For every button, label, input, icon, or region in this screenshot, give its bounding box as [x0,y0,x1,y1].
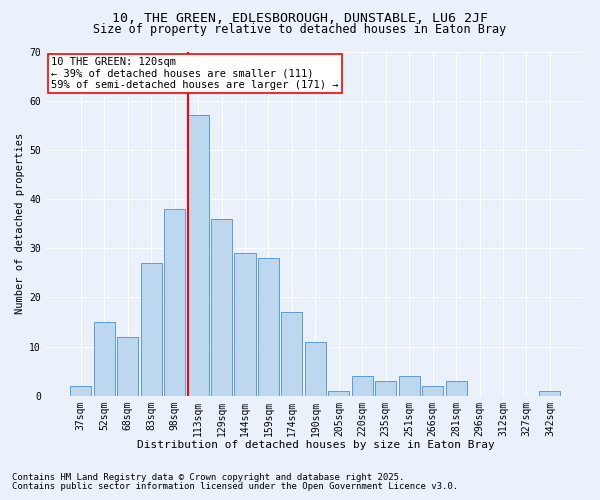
Text: 10, THE GREEN, EDLESBOROUGH, DUNSTABLE, LU6 2JF: 10, THE GREEN, EDLESBOROUGH, DUNSTABLE, … [112,12,488,26]
Bar [281,312,302,396]
Bar [211,218,232,396]
Bar [422,386,443,396]
Bar [352,376,373,396]
Y-axis label: Number of detached properties: Number of detached properties [15,133,25,314]
Bar [539,391,560,396]
Bar [446,381,467,396]
Bar [258,258,279,396]
Bar [70,386,91,396]
Bar [140,263,162,396]
Bar [398,376,420,396]
Bar [94,322,115,396]
Bar [235,253,256,396]
Bar [375,381,397,396]
Text: Size of property relative to detached houses in Eaton Bray: Size of property relative to detached ho… [94,22,506,36]
Text: Contains HM Land Registry data © Crown copyright and database right 2025.: Contains HM Land Registry data © Crown c… [12,474,404,482]
Text: 10 THE GREEN: 120sqm
← 39% of detached houses are smaller (111)
59% of semi-deta: 10 THE GREEN: 120sqm ← 39% of detached h… [51,56,338,90]
Text: Contains public sector information licensed under the Open Government Licence v3: Contains public sector information licen… [12,482,458,491]
X-axis label: Distribution of detached houses by size in Eaton Bray: Distribution of detached houses by size … [137,440,494,450]
Bar [188,116,209,396]
Bar [117,336,139,396]
Bar [305,342,326,396]
Bar [164,209,185,396]
Bar [328,391,349,396]
